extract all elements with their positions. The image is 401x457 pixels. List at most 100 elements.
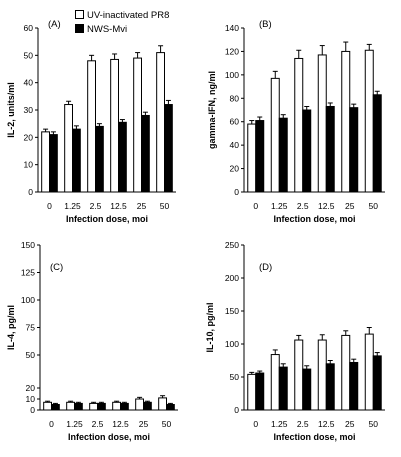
x-tick-label: 0 xyxy=(47,201,52,211)
x-axis-title: Infection dose, moi xyxy=(273,214,355,224)
bar-uv-inactivated-pr8 xyxy=(87,60,97,193)
legend-swatch-nws-mvi xyxy=(75,24,84,33)
bar-nws-mvi xyxy=(325,363,335,411)
bar-uv-inactivated-pr8 xyxy=(112,401,122,411)
x-tick-label: 1.25 xyxy=(66,419,83,429)
x-tick-label: 1.25 xyxy=(64,201,81,211)
bar-uv-inactivated-pr8 xyxy=(43,401,53,411)
x-tick-label: 25 xyxy=(345,201,355,211)
x-axis-title: Infection dose, moi xyxy=(273,432,355,442)
bar-nws-mvi xyxy=(49,134,58,193)
bar-nws-mvi xyxy=(278,117,288,193)
bar-nws-mvi xyxy=(302,109,312,193)
y-tick-label: 100 xyxy=(225,70,239,80)
y-tick-label: 10 xyxy=(24,160,34,170)
legend-label-nws-mvi: NWS-Mvi xyxy=(87,24,127,35)
bar-uv-inactivated-pr8 xyxy=(64,104,74,193)
y-tick-label: 150 xyxy=(225,306,239,316)
panel-label: (A) xyxy=(48,19,61,30)
y-tick-label: 150 xyxy=(21,240,35,250)
bar-nws-mvi xyxy=(164,104,173,193)
legend-swatch-uv-inactivated-pr8 xyxy=(75,10,84,19)
y-tick-label: 125 xyxy=(21,268,35,278)
bar-uv-inactivated-pr8 xyxy=(110,58,120,193)
bar-uv-inactivated-pr8 xyxy=(247,373,257,411)
x-axis-title: Infection dose, moi xyxy=(68,432,150,442)
bar-uv-inactivated-pr8 xyxy=(270,77,280,193)
y-tick-label: 30 xyxy=(24,105,34,115)
bar-nws-mvi xyxy=(97,402,106,411)
bar-uv-inactivated-pr8 xyxy=(156,52,165,193)
y-tick-label: 0 xyxy=(30,405,35,415)
bar-nws-mvi xyxy=(120,402,129,411)
bar-nws-mvi xyxy=(302,368,312,411)
bar-uv-inactivated-pr8 xyxy=(270,354,280,411)
bar-nws-mvi xyxy=(51,404,60,411)
bar-nws-mvi xyxy=(166,404,175,411)
bar-nws-mvi xyxy=(349,361,359,411)
y-axis-title: IL-4, pg/ml xyxy=(6,305,16,350)
bar-uv-inactivated-pr8 xyxy=(294,339,304,411)
chart-panel-2: 0 20 40 60 80 100 120 140 0 1.25 2.5 12.5 25 50 (B) Inf… xyxy=(207,19,385,224)
legend: UV-inactivated PR8 NWS-Mvi xyxy=(75,10,169,35)
bar-uv-inactivated-pr8 xyxy=(341,334,351,411)
y-tick-label: 50 xyxy=(24,50,34,60)
x-tick-label: 1.25 xyxy=(271,201,288,211)
x-tick-label: 0 xyxy=(49,419,54,429)
y-tick-label: 0 xyxy=(28,187,33,197)
y-tick-label: 250 xyxy=(225,240,239,250)
y-tick-label: 60 xyxy=(230,117,240,127)
y-tick-label: 20 xyxy=(24,132,34,142)
x-axis-title: Infection dose, moi xyxy=(66,214,148,224)
bar-uv-inactivated-pr8 xyxy=(294,57,304,193)
bar-nws-mvi xyxy=(325,105,335,193)
bar-nws-mvi xyxy=(118,121,127,193)
bar-nws-mvi xyxy=(372,355,382,411)
y-axis-title: IL-10, pg/ml xyxy=(205,302,215,352)
bar-uv-inactivated-pr8 xyxy=(89,402,99,411)
bar-nws-mvi xyxy=(255,120,265,193)
y-tick-label: 20 xyxy=(26,383,36,393)
y-tick-label: 200 xyxy=(225,273,239,283)
y-tick-label: 80 xyxy=(230,93,240,103)
x-tick-label: 25 xyxy=(345,419,355,429)
x-tick-label: 12.5 xyxy=(318,201,335,211)
x-tick-label: 2.5 xyxy=(90,201,102,211)
bar-nws-mvi xyxy=(141,114,150,193)
y-tick-label: 60 xyxy=(24,23,34,33)
bar-nws-mvi xyxy=(372,94,382,193)
x-tick-label: 12.5 xyxy=(112,419,129,429)
x-tick-label: 12.5 xyxy=(110,201,127,211)
panel-label: (C) xyxy=(50,262,63,273)
y-tick-label: 10 xyxy=(26,394,36,404)
y-tick-label: 20 xyxy=(230,164,240,174)
bar-uv-inactivated-pr8 xyxy=(41,131,51,193)
legend-label-uv-inactivated-pr8: UV-inactivated PR8 xyxy=(87,10,169,21)
y-tick-label: 140 xyxy=(225,23,239,33)
y-tick-label: 50 xyxy=(230,372,240,382)
bar-uv-inactivated-pr8 xyxy=(317,339,327,411)
x-tick-label: 2.5 xyxy=(297,201,309,211)
bar-uv-inactivated-pr8 xyxy=(158,397,167,411)
y-tick-label: 75 xyxy=(26,323,36,333)
bar-nws-mvi xyxy=(143,401,152,411)
bar-nws-mvi xyxy=(255,372,265,411)
bar-uv-inactivated-pr8 xyxy=(133,57,142,193)
x-tick-label: 25 xyxy=(137,201,147,211)
bar-uv-inactivated-pr8 xyxy=(66,401,76,411)
y-tick-label: 0 xyxy=(234,187,239,197)
x-tick-label: 50 xyxy=(369,201,379,211)
x-tick-label: 50 xyxy=(162,419,172,429)
x-tick-label: 1.25 xyxy=(271,419,288,429)
x-tick-label: 50 xyxy=(160,201,170,211)
bar-nws-mvi xyxy=(72,128,81,193)
x-tick-label: 50 xyxy=(369,419,379,429)
x-tick-label: 25 xyxy=(139,419,149,429)
x-tick-label: 2.5 xyxy=(297,419,309,429)
x-tick-label: 0 xyxy=(253,201,258,211)
bar-nws-mvi xyxy=(278,366,288,411)
bar-uv-inactivated-pr8 xyxy=(135,398,144,411)
x-tick-label: 12.5 xyxy=(318,419,335,429)
